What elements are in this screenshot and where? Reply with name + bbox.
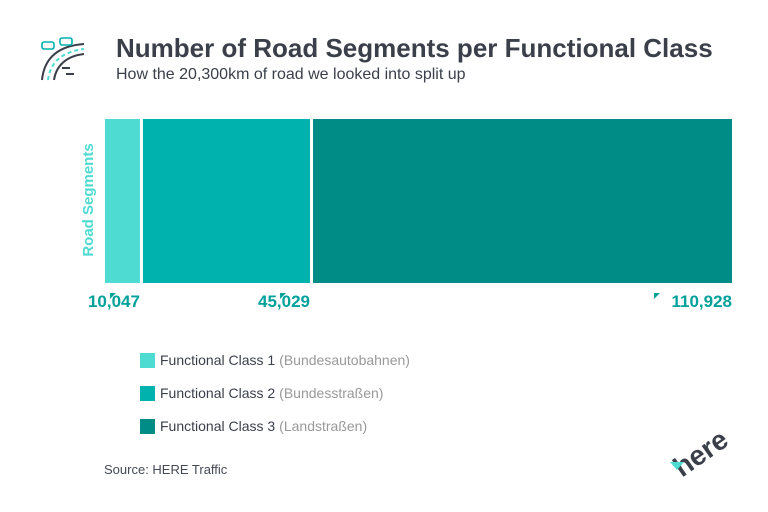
- stacked-bar-chart: Road Segments 10,047 45,029 110,928: [80, 119, 732, 311]
- value-label-class-3: 110,928: [671, 292, 732, 311]
- road-junction-icon: [41, 37, 85, 81]
- legend-swatch: [140, 418, 155, 434]
- bar-segment-class-3: [313, 119, 732, 283]
- legend-label: Functional Class 2: [160, 385, 276, 401]
- chart-title: Number of Road Segments per Functional C…: [116, 33, 713, 63]
- chart-subtitle: How the 20,300km of road we looked into …: [116, 66, 466, 83]
- legend-note: (Landstraßen): [279, 418, 368, 434]
- legend-swatch: [140, 352, 155, 368]
- legend-note: (Bundesstraßen): [279, 385, 384, 401]
- legend-label: Functional Class 3: [160, 418, 276, 434]
- svg-text:here: here: [667, 423, 733, 478]
- bar-segment-class-2: [142, 119, 311, 283]
- value-label-class-2: 45,029: [258, 292, 310, 311]
- value-marker-icon: [109, 293, 116, 299]
- y-axis-label: Road Segments: [80, 143, 97, 256]
- legend-item-class-3: Functional Class 3 (Landstraßen): [140, 418, 367, 434]
- legend-item-class-2: Functional Class 2 (Bundesstraßen): [140, 385, 383, 401]
- bar-segment-class-1: [105, 119, 140, 283]
- source-note: Source: HERE Traffic: [104, 462, 228, 477]
- legend-item-class-1: Functional Class 1 (Bundesautobahnen): [140, 352, 410, 368]
- legend-swatch: [140, 385, 155, 401]
- value-label-class-1: 10,047: [88, 292, 140, 311]
- here-logo: here: [667, 423, 733, 478]
- value-marker-icon: [280, 293, 287, 299]
- legend-label: Functional Class 1: [160, 352, 276, 368]
- value-marker-icon: [654, 293, 660, 299]
- legend-note: (Bundesautobahnen): [279, 352, 410, 368]
